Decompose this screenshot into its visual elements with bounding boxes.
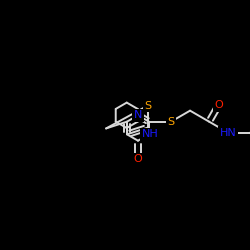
Text: S: S <box>168 117 174 127</box>
Text: N: N <box>134 110 142 120</box>
Text: HN: HN <box>220 128 236 138</box>
Text: NH: NH <box>142 129 158 139</box>
Text: O: O <box>134 154 142 164</box>
Text: S: S <box>144 100 152 110</box>
Text: O: O <box>214 100 223 110</box>
